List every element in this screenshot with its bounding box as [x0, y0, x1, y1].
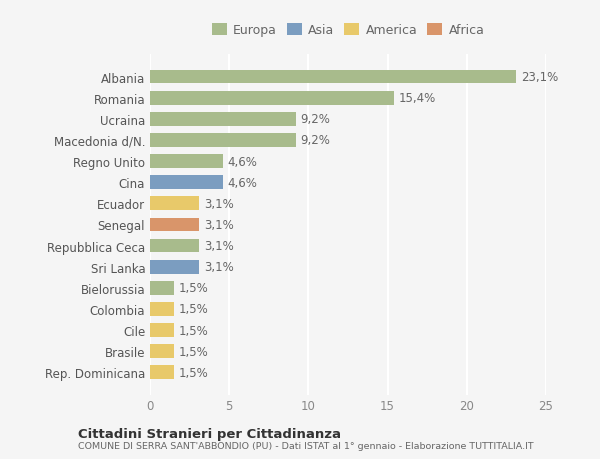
Text: 1,5%: 1,5%	[179, 303, 208, 316]
Bar	[150, 176, 223, 190]
Bar	[150, 239, 199, 253]
Bar	[150, 155, 223, 168]
Bar	[150, 218, 199, 232]
Bar	[150, 260, 199, 274]
Bar	[150, 92, 394, 105]
Text: 3,1%: 3,1%	[204, 197, 233, 210]
Text: COMUNE DI SERRA SANT'ABBONDIO (PU) - Dati ISTAT al 1° gennaio - Elaborazione TUT: COMUNE DI SERRA SANT'ABBONDIO (PU) - Dat…	[78, 441, 533, 450]
Text: 9,2%: 9,2%	[301, 113, 331, 126]
Text: 1,5%: 1,5%	[179, 366, 208, 379]
Text: 15,4%: 15,4%	[398, 92, 436, 105]
Bar	[150, 324, 174, 337]
Text: 3,1%: 3,1%	[204, 261, 233, 274]
Text: 1,5%: 1,5%	[179, 282, 208, 295]
Legend: Europa, Asia, America, Africa: Europa, Asia, America, Africa	[208, 21, 488, 41]
Bar	[150, 112, 296, 126]
Text: 4,6%: 4,6%	[227, 155, 257, 168]
Text: 9,2%: 9,2%	[301, 134, 331, 147]
Bar	[150, 345, 174, 358]
Text: 3,1%: 3,1%	[204, 240, 233, 252]
Text: 3,1%: 3,1%	[204, 218, 233, 231]
Text: 1,5%: 1,5%	[179, 324, 208, 337]
Bar	[150, 134, 296, 147]
Bar	[150, 71, 516, 84]
Bar	[150, 366, 174, 379]
Bar	[150, 281, 174, 295]
Bar	[150, 302, 174, 316]
Bar	[150, 197, 199, 211]
Text: 23,1%: 23,1%	[521, 71, 558, 84]
Text: Cittadini Stranieri per Cittadinanza: Cittadini Stranieri per Cittadinanza	[78, 427, 341, 440]
Text: 1,5%: 1,5%	[179, 345, 208, 358]
Text: 4,6%: 4,6%	[227, 176, 257, 189]
